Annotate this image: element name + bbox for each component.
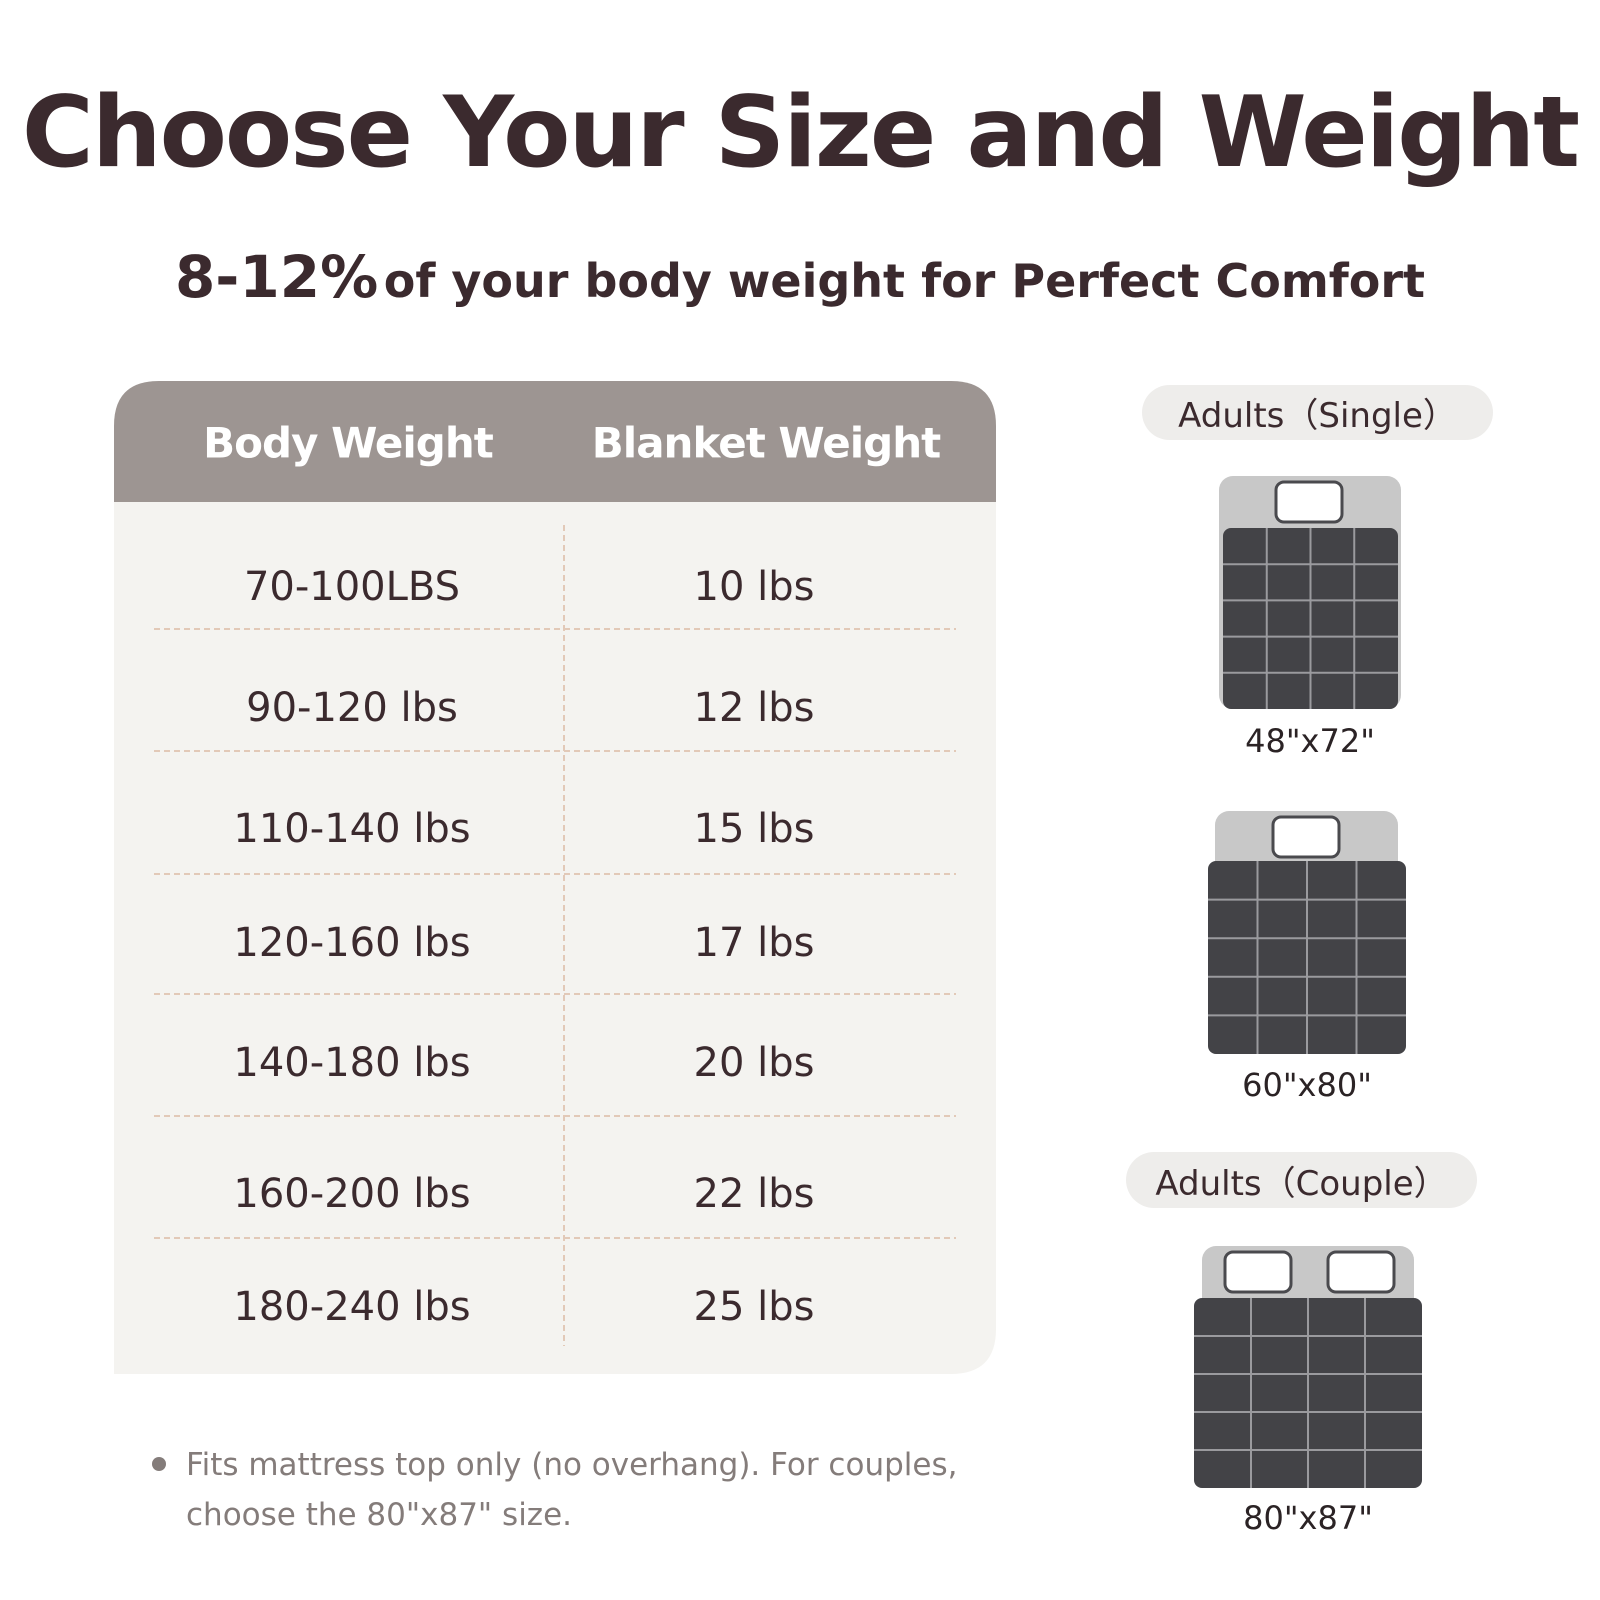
note: Fits mattress top only (no overhang). Fo… (186, 1447, 958, 1533)
row-dividers (154, 628, 956, 1239)
table-cell: 180-240 lbs (233, 1284, 471, 1330)
table-cell: 15 lbs (693, 806, 815, 852)
size-label: 48"x72" (1245, 722, 1375, 760)
table-cell: 22 lbs (693, 1171, 815, 1217)
table-cell: 140-180 lbs (233, 1040, 471, 1086)
column-header: Blanket Weight (591, 418, 941, 468)
table-cell: 17 lbs (693, 920, 815, 966)
bed (1219, 476, 1401, 709)
pillow (1271, 815, 1341, 859)
table-bg (114, 381, 996, 1374)
table-header-bg (114, 381, 996, 502)
subtitle-text: of your body weight for Perfect Comfort (383, 254, 1426, 308)
pillow (1326, 1250, 1396, 1294)
pillow (1223, 1250, 1293, 1294)
column-header: Body Weight (203, 418, 494, 468)
bed (1194, 1246, 1422, 1488)
table-cell: 110-140 lbs (233, 806, 471, 852)
table-cell: 160-200 lbs (233, 1171, 471, 1217)
bed (1208, 811, 1406, 1054)
subtitle: 8-12% of your body weight for Perfect Co… (175, 243, 1425, 311)
group-label: Adults（Single） (1142, 385, 1493, 440)
size-label: 60"x80" (1242, 1066, 1372, 1104)
table-cell: 120-160 lbs (233, 920, 471, 966)
subtitle-highlight: 8-12% (174, 243, 379, 311)
table-cell: 90-120 lbs (246, 685, 458, 731)
bed-illustrations (1194, 476, 1422, 1488)
title: Choose Your Size and Weight (21, 76, 1580, 190)
pillow (1274, 480, 1344, 524)
table-cell: 20 lbs (693, 1040, 815, 1086)
bullet (152, 1457, 166, 1471)
table-cell: 25 lbs (693, 1284, 815, 1330)
table-cell: 70-100LBS (243, 564, 461, 610)
table-cell: 10 lbs (693, 564, 815, 610)
table-cell: 12 lbs (693, 685, 815, 731)
size-label: 80"x87" (1243, 1499, 1373, 1537)
group-label: Adults（Couple） (1126, 1152, 1477, 1208)
